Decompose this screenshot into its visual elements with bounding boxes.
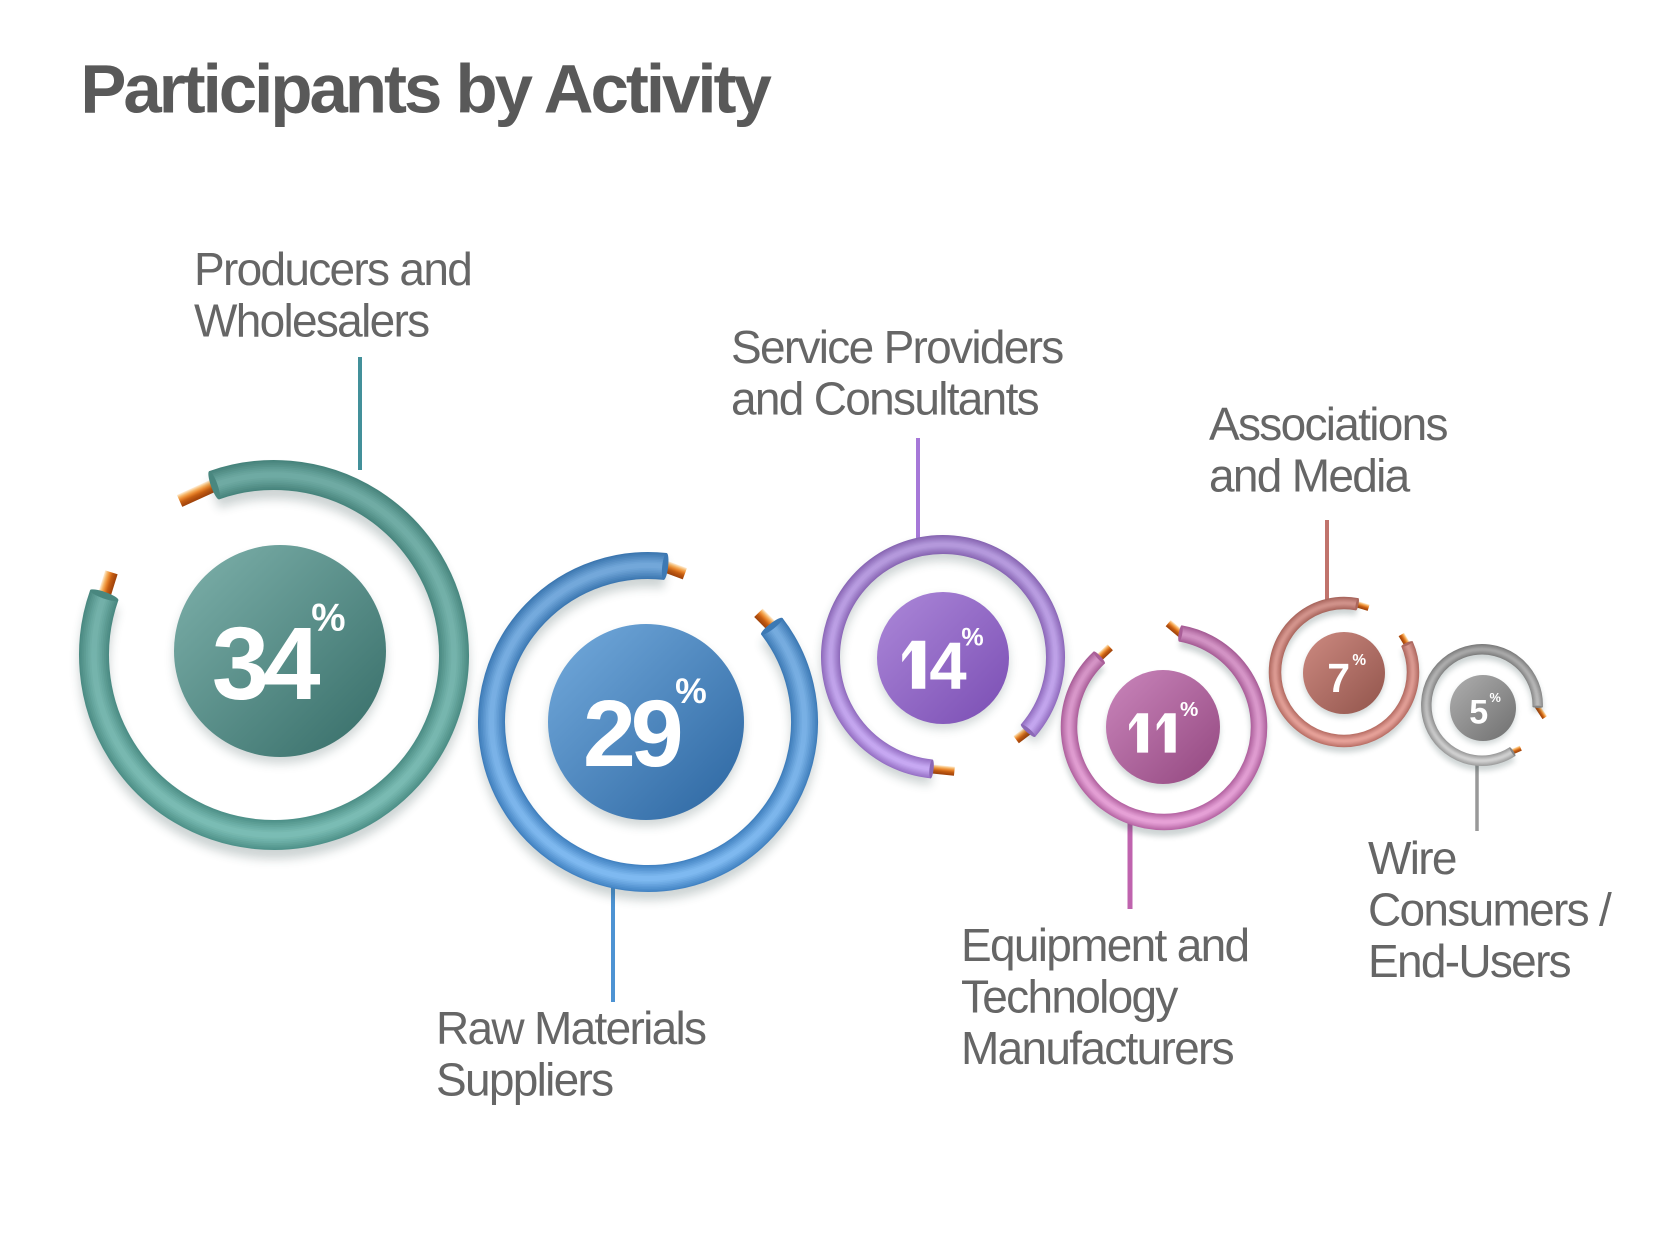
svg-text:%: % (961, 624, 983, 652)
svg-text:Equipment and: Equipment and (961, 919, 1248, 971)
svg-text:Technology: Technology (961, 971, 1178, 1023)
svg-text:End-Users: End-Users (1368, 935, 1571, 987)
svg-text:%: % (1490, 690, 1502, 705)
svg-text:%: % (675, 671, 707, 711)
svg-text:Service Providers: Service Providers (731, 321, 1063, 373)
svg-text:34: 34 (212, 606, 320, 721)
svg-text:4: 4 (929, 629, 966, 704)
svg-text:7: 7 (1327, 655, 1350, 701)
svg-text:Raw Materials: Raw Materials (436, 1002, 706, 1054)
svg-text:Wholesalers: Wholesalers (194, 295, 429, 347)
svg-text:Suppliers: Suppliers (436, 1054, 613, 1106)
svg-text:29: 29 (583, 681, 681, 787)
svg-text:Wire: Wire (1368, 832, 1456, 884)
svg-text:Associations: Associations (1209, 398, 1448, 450)
svg-text:Participants by Activity: Participants by Activity (80, 51, 771, 128)
svg-text:%: % (311, 596, 345, 639)
svg-text:%: % (1180, 698, 1198, 721)
svg-text:Consumers /: Consumers / (1368, 884, 1612, 936)
svg-text:and Consultants: and Consultants (731, 373, 1039, 425)
svg-text:%: % (1352, 652, 1366, 669)
svg-text:5: 5 (1469, 694, 1488, 732)
svg-text:and Media: and Media (1209, 450, 1411, 502)
svg-text:Producers and: Producers and (194, 243, 471, 295)
svg-text:Manufacturers: Manufacturers (961, 1022, 1234, 1074)
